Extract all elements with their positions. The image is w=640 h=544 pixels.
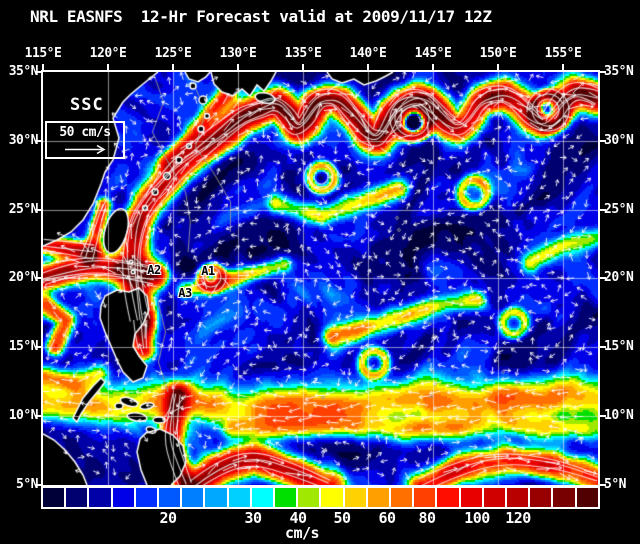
lat-label-right: 15°N xyxy=(604,339,634,354)
scale-value-label: 50 cm/s xyxy=(59,125,111,140)
axis-tick xyxy=(600,277,606,279)
colorbar-cell xyxy=(576,488,598,507)
axis-tick xyxy=(600,484,606,486)
axis-tick xyxy=(35,346,41,348)
colorbar-tick-label: 50 xyxy=(333,509,351,527)
lat-label-left: 5°N xyxy=(16,477,38,492)
colorbar-tick-label: 60 xyxy=(378,509,396,527)
axis-tick xyxy=(35,209,41,211)
lon-label: 130°E xyxy=(219,46,257,61)
colorbar-tick-label: 120 xyxy=(505,509,531,527)
colorbar-cell xyxy=(460,488,482,507)
colorbar-cell xyxy=(507,488,529,507)
annotation-label: A1 xyxy=(201,264,215,278)
axis-tick xyxy=(172,64,174,70)
lon-label: 125°E xyxy=(154,46,192,61)
axis-tick xyxy=(600,346,606,348)
colorbar xyxy=(41,486,600,509)
current-speed-map xyxy=(43,72,598,485)
colorbar-cell xyxy=(251,488,274,507)
colorbar-cell xyxy=(228,488,250,507)
colorbar-cell xyxy=(275,488,297,507)
reference-scale-box: 50 cm/s xyxy=(45,121,125,159)
colorbar-cell xyxy=(89,488,111,507)
axis-tick xyxy=(600,71,606,73)
plot-title: NRL EASNFS 12-Hr Forecast valid at 2009/… xyxy=(30,7,492,26)
colorbar-cell xyxy=(367,488,390,507)
annotation-label: A2 xyxy=(147,263,161,277)
colorbar-cell xyxy=(483,488,506,507)
colorbar-cell xyxy=(43,488,65,507)
colorbar-cell xyxy=(530,488,552,507)
axis-tick xyxy=(237,64,239,70)
axis-tick xyxy=(600,415,606,417)
colorbar-cell xyxy=(66,488,88,507)
lon-label: 135°E xyxy=(284,46,322,61)
colorbar-cell xyxy=(391,488,413,507)
lon-label: 145°E xyxy=(414,46,452,61)
colorbar-tick-label: 40 xyxy=(289,509,307,527)
axis-tick xyxy=(35,140,41,142)
lat-label-right: 20°N xyxy=(604,270,634,285)
lat-label-right: 10°N xyxy=(604,408,634,423)
lat-label-right: 5°N xyxy=(604,477,626,492)
colorbar-cell xyxy=(205,488,227,507)
axis-tick xyxy=(432,64,434,70)
annotation-label: A3 xyxy=(178,286,192,300)
lon-label: 115°E xyxy=(24,46,62,61)
lat-label-right: 35°N xyxy=(604,64,634,79)
colorbar-tick-label: 100 xyxy=(464,509,490,527)
colorbar-tick-label: 20 xyxy=(159,509,177,527)
colorbar-cell xyxy=(414,488,436,507)
axis-tick xyxy=(107,64,109,70)
lat-label-left: 10°N xyxy=(8,408,39,423)
colorbar-cell xyxy=(135,488,158,507)
lon-label: 155°E xyxy=(544,46,582,61)
axis-tick xyxy=(302,64,304,70)
lat-label-left: 30°N xyxy=(8,133,39,148)
lat-label-left: 20°N xyxy=(8,270,39,285)
colorbar-cell xyxy=(112,488,134,507)
axis-tick xyxy=(35,415,41,417)
lon-label: 150°E xyxy=(479,46,517,61)
lat-label-right: 30°N xyxy=(604,133,634,148)
colorbar-cell xyxy=(437,488,459,507)
axis-tick xyxy=(367,64,369,70)
colorbar-cell xyxy=(553,488,575,507)
lat-label-left: 15°N xyxy=(8,339,39,354)
lat-label-left: 25°N xyxy=(8,202,39,217)
axis-tick xyxy=(497,64,499,70)
colorbar-cell xyxy=(182,488,204,507)
lat-label-right: 25°N xyxy=(604,202,634,217)
axis-tick xyxy=(562,64,564,70)
scale-arrow-icon xyxy=(65,144,106,155)
colorbar-tick-label: 30 xyxy=(244,509,262,527)
colorbar-cell xyxy=(298,488,320,507)
axis-tick xyxy=(600,209,606,211)
axis-tick xyxy=(600,140,606,142)
axis-tick xyxy=(42,64,44,70)
axis-tick xyxy=(35,71,41,73)
variable-label: SSC xyxy=(70,95,104,115)
axis-tick xyxy=(35,484,41,486)
colorbar-cell xyxy=(321,488,343,507)
lat-label-left: 35°N xyxy=(8,64,39,79)
axis-tick xyxy=(35,277,41,279)
colorbar-units: cm/s xyxy=(284,524,320,542)
colorbar-tick-label: 80 xyxy=(418,509,436,527)
lon-label: 140°E xyxy=(349,46,387,61)
colorbar-cell xyxy=(344,488,366,507)
colorbar-cell xyxy=(159,488,181,507)
lon-label: 120°E xyxy=(89,46,127,61)
